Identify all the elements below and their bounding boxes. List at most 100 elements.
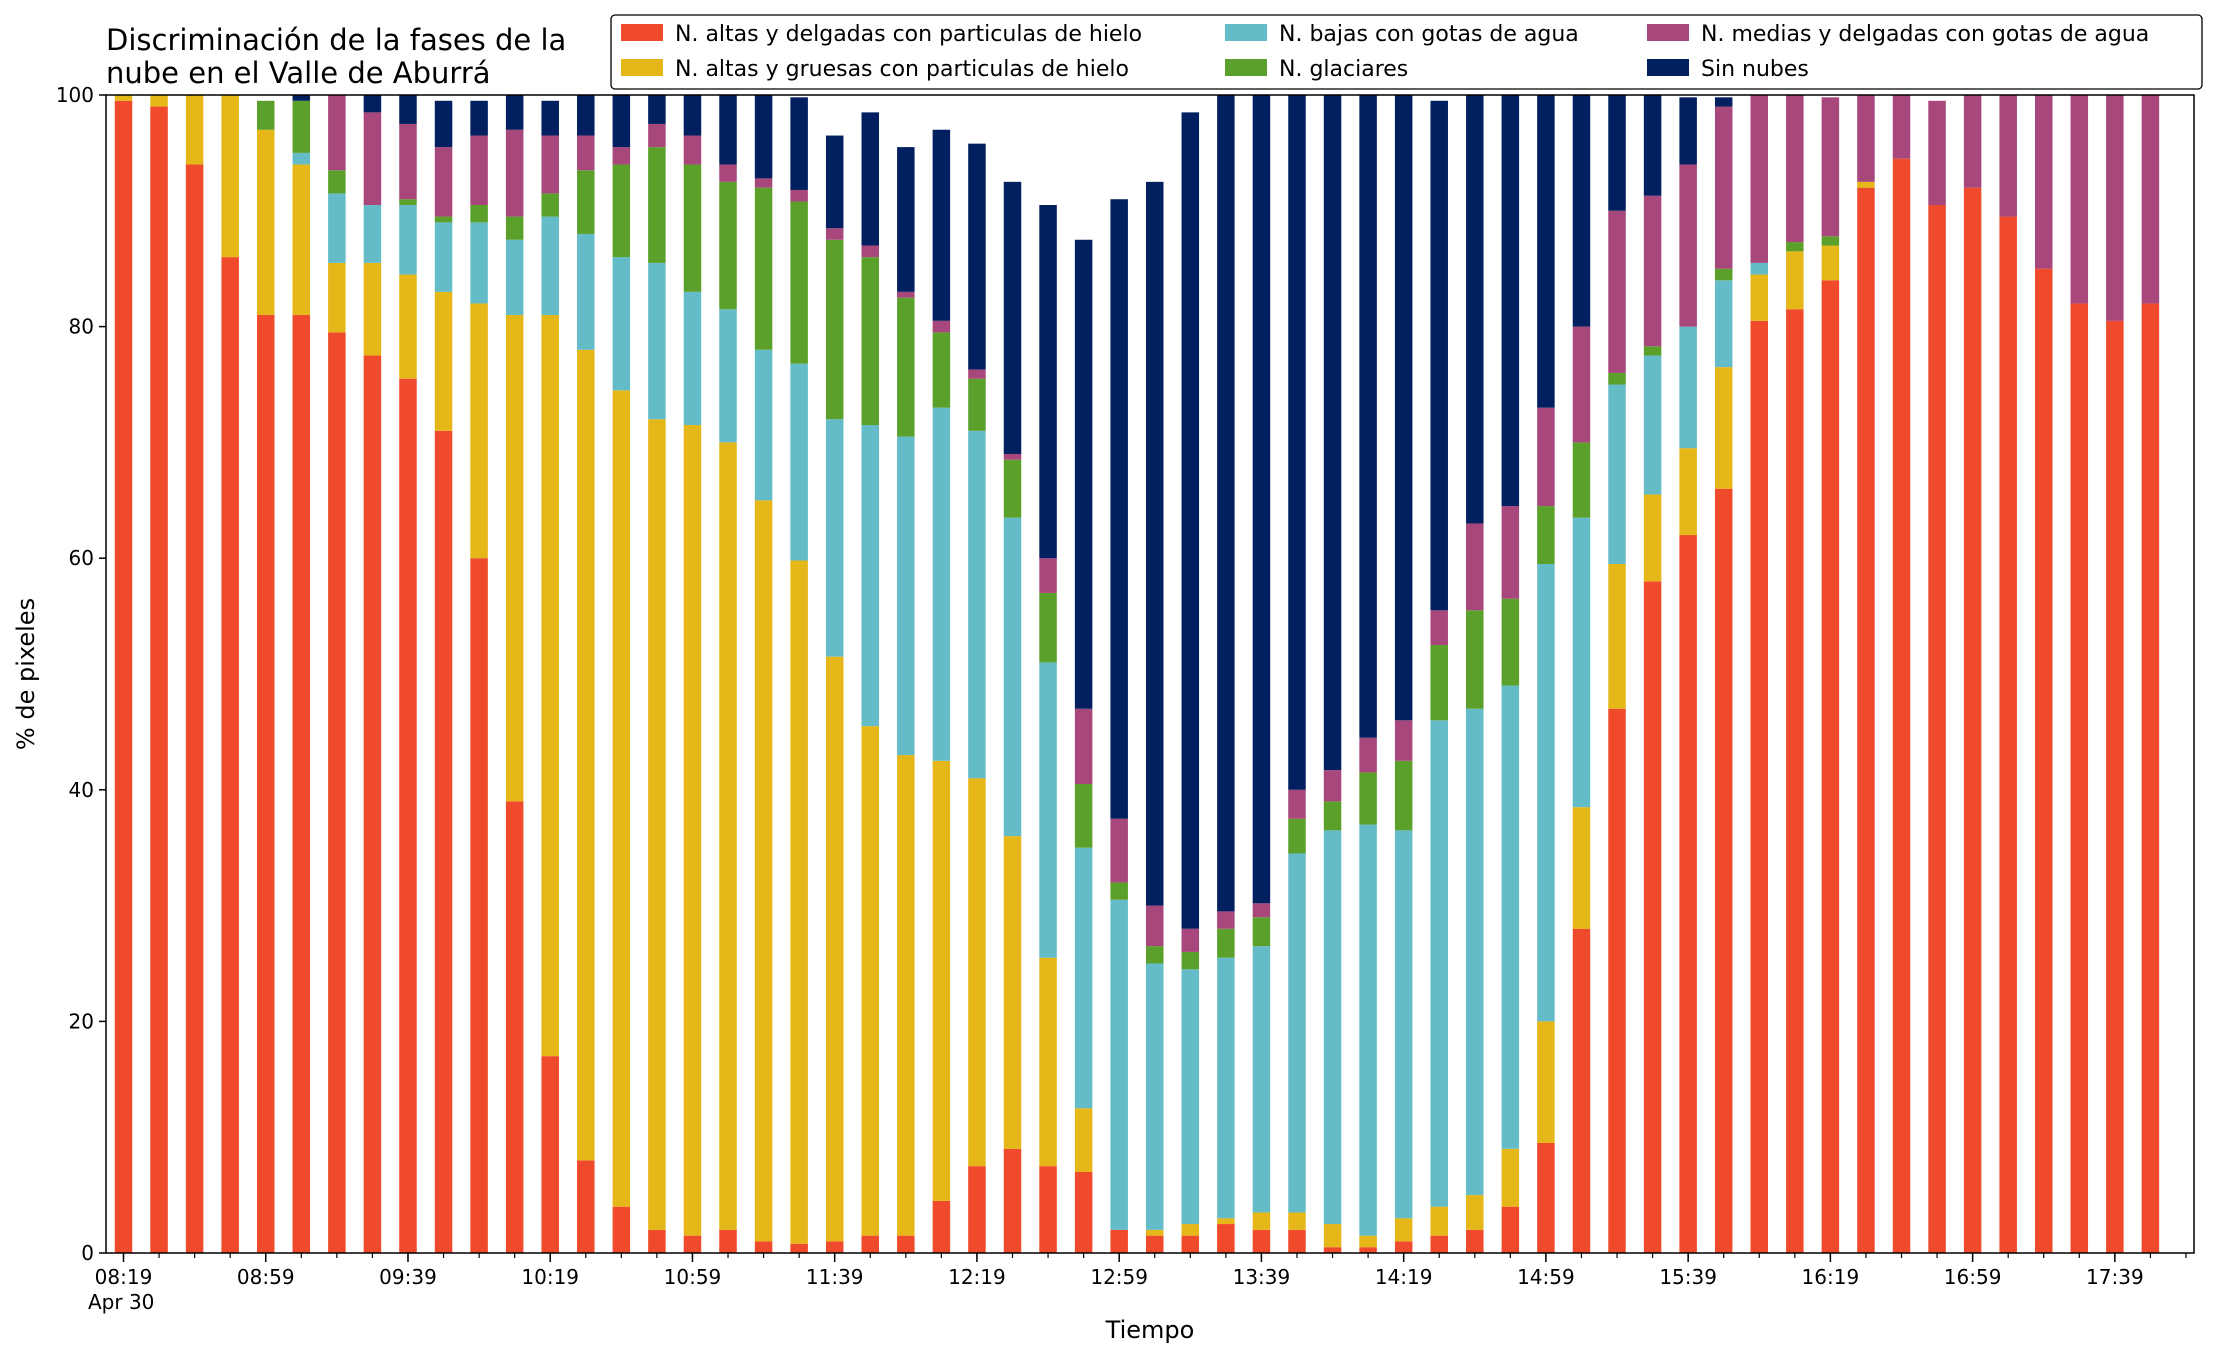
bar-segment-53-series-4 (1999, 95, 2017, 217)
bar-segment-18-series-2 (754, 349, 773, 501)
bar-segment-37-series-5 (1430, 100, 1448, 611)
legend-label-0: N. altas y delgadas con particulas de hi… (675, 22, 1142, 47)
bar-segment-29-series-5 (1145, 181, 1164, 906)
bar-segment-55-series-0 (2070, 303, 2089, 1253)
bar-segment-22-series-5 (897, 147, 915, 292)
bar-segment-36-series-3 (1394, 760, 1413, 831)
legend-swatch-3 (1225, 59, 1267, 76)
bar-segment-2-series-0 (185, 164, 204, 1254)
bar-segment-39-series-3 (1501, 598, 1520, 686)
bar-segment-7-series-1 (363, 262, 382, 356)
bar-segment-11-series-0 (505, 801, 524, 1253)
bar-segment-41-series-5 (1572, 95, 1591, 327)
bar-segment-42-series-1 (1608, 563, 1626, 709)
bar-segment-47-series-0 (1786, 309, 1804, 1254)
plot-frame (105, 94, 2195, 1254)
bar-segment-32-series-5 (1252, 95, 1271, 904)
legend-label-1: N. altas y gruesas con particulas de hie… (675, 57, 1129, 82)
bar-segment-30-series-4 (1181, 928, 1200, 952)
bar-segment-10-series-0 (470, 558, 488, 1253)
bar-segment-38-series-1 (1466, 1195, 1484, 1230)
bar-segment-9-series-0 (434, 430, 453, 1253)
bar-segment-7-series-2 (363, 205, 382, 263)
bar-segment-41-series-4 (1572, 326, 1591, 443)
bar-segment-49-series-1 (1857, 181, 1875, 188)
bar-segment-41-series-3 (1572, 442, 1591, 518)
bar-segment-21-series-5 (861, 112, 880, 246)
bar-segment-26-series-3 (1039, 592, 1057, 663)
bar-segment-34-series-2 (1323, 830, 1342, 1225)
bar-segment-23-series-3 (932, 332, 951, 408)
chart-title-line-2: nube en el Valle de Aburrá (106, 56, 491, 90)
bar-segment-9-series-2 (434, 222, 453, 292)
bar-segment-38-series-4 (1466, 523, 1484, 611)
bar-segment-6-series-3 (328, 170, 346, 194)
bar-segment-14-series-1 (612, 390, 631, 1207)
bar-segment-34-series-3 (1323, 801, 1342, 831)
bar-segment-47-series-3 (1786, 242, 1804, 252)
bar-segment-10-series-4 (470, 135, 488, 206)
bar-segment-25-series-3 (1003, 459, 1022, 518)
bar-segment-24-series-4 (968, 369, 986, 379)
bar-segment-14-series-3 (612, 164, 631, 258)
bar-segment-37-series-1 (1430, 1206, 1448, 1236)
bar-segment-39-series-4 (1501, 506, 1520, 599)
bar-segment-53-series-0 (1999, 216, 2017, 1254)
bar-segment-0-series-0 (114, 100, 133, 1253)
bar-segment-24-series-1 (968, 778, 986, 1167)
bar-segment-21-series-1 (861, 726, 880, 1236)
bar-segment-5-series-2 (292, 152, 311, 165)
bar-segment-42-series-4 (1608, 210, 1626, 373)
bar-segment-11-series-2 (505, 239, 524, 316)
bar-segment-29-series-4 (1145, 905, 1164, 947)
bar-segment-27-series-2 (1074, 847, 1093, 1109)
bar-segment-40-series-1 (1537, 1021, 1555, 1143)
bar-segment-22-series-1 (897, 755, 915, 1236)
bar-segment-51-series-4 (1928, 100, 1946, 206)
bar-segment-22-series-3 (897, 297, 915, 437)
bar-segment-25-series-1 (1003, 836, 1022, 1149)
bar-segment-16-series-4 (683, 135, 702, 165)
x-tick-label-13: 16:59 (1944, 1265, 2002, 1289)
bar-segment-45-series-4 (1714, 106, 1733, 269)
bar-segment-0-series-1 (114, 95, 133, 101)
bar-segment-12-series-0 (541, 1056, 559, 1253)
bar-segment-27-series-4 (1074, 708, 1093, 785)
bar-segment-12-series-2 (541, 216, 559, 316)
bar-segment-17-series-4 (719, 164, 737, 182)
bar-segment-22-series-2 (897, 436, 915, 756)
bar-segment-21-series-4 (861, 245, 880, 258)
bar-segment-48-series-4 (1821, 97, 1840, 237)
bar-segment-45-series-3 (1714, 268, 1733, 281)
bar-segment-37-series-2 (1430, 720, 1448, 1207)
bar-segment-52-series-0 (1963, 187, 1982, 1253)
bar-segment-35-series-1 (1359, 1235, 1377, 1248)
y-tick-label-1: 20 (69, 1009, 94, 1033)
bar-segment-43-series-3 (1643, 346, 1662, 356)
bar-segment-40-series-5 (1537, 95, 1555, 408)
bar-segment-25-series-0 (1003, 1148, 1022, 1253)
bar-segment-8-series-2 (399, 205, 417, 275)
legend-frame (610, 14, 2203, 90)
bar-segment-20-series-1 (825, 656, 844, 1242)
bar-segment-31-series-3 (1217, 928, 1235, 958)
bar-segment-25-series-4 (1003, 453, 1022, 460)
bar-segment-44-series-2 (1679, 326, 1697, 449)
bar-segment-19-series-1 (790, 560, 808, 1244)
bar-segment-37-series-4 (1430, 610, 1448, 646)
bar-segment-28-series-0 (1110, 1229, 1128, 1253)
bar-segment-11-series-1 (505, 315, 524, 802)
bar-segment-49-series-0 (1857, 187, 1875, 1253)
bar-segment-35-series-4 (1359, 737, 1377, 773)
bar-segment-19-series-2 (790, 363, 808, 561)
bar-segment-38-series-3 (1466, 610, 1484, 709)
bar-segment-18-series-1 (754, 500, 773, 1242)
bar-segment-10-series-5 (470, 100, 488, 136)
bar-segment-5-series-5 (292, 95, 311, 101)
bar-segment-45-series-0 (1714, 488, 1733, 1254)
bar-segment-9-series-4 (434, 147, 453, 217)
bar-segment-17-series-2 (719, 309, 737, 443)
bar-segment-15-series-4 (648, 123, 666, 148)
bar-segment-20-series-4 (825, 228, 844, 240)
